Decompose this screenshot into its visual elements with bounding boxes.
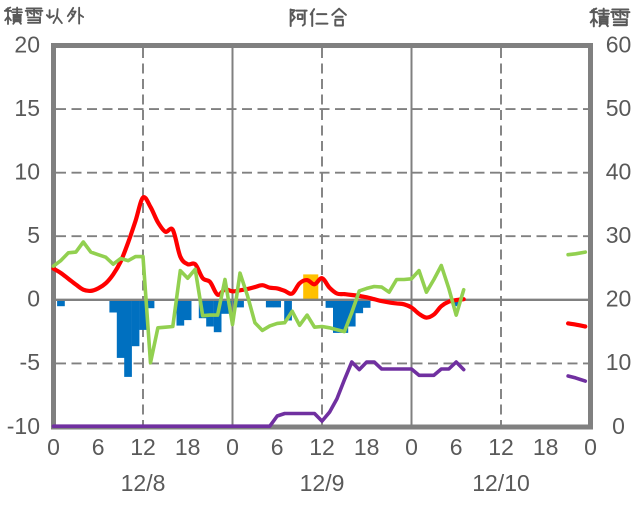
svg-text:6: 6 [271,434,284,460]
svg-text:18: 18 [533,434,559,460]
svg-text:12: 12 [488,434,514,460]
svg-text:0: 0 [47,434,60,460]
svg-text:0: 0 [612,413,625,439]
svg-text:0: 0 [226,434,239,460]
svg-text:-5: -5 [20,349,40,375]
svg-text:40: 40 [606,159,632,185]
svg-text:6: 6 [450,434,463,460]
svg-text:12/10: 12/10 [472,470,530,496]
svg-text:5: 5 [27,222,40,248]
svg-text:12/8: 12/8 [121,470,166,496]
svg-text:50: 50 [606,95,632,121]
svg-text:6: 6 [92,434,105,460]
svg-text:18: 18 [175,434,201,460]
svg-text:60: 60 [606,31,632,57]
svg-text:10: 10 [606,349,632,375]
svg-text:0: 0 [584,434,597,460]
svg-text:20: 20 [14,31,40,57]
svg-text:15: 15 [14,95,40,121]
svg-text:30: 30 [606,222,632,248]
svg-text:18: 18 [354,434,380,460]
svg-text:-10: -10 [7,413,40,439]
svg-text:12/9: 12/9 [300,470,345,496]
svg-text:0: 0 [405,434,418,460]
svg-text:0: 0 [27,286,40,312]
svg-text:12: 12 [309,434,335,460]
svg-text:20: 20 [606,286,632,312]
svg-text:12: 12 [130,434,156,460]
svg-text:10: 10 [14,159,40,185]
